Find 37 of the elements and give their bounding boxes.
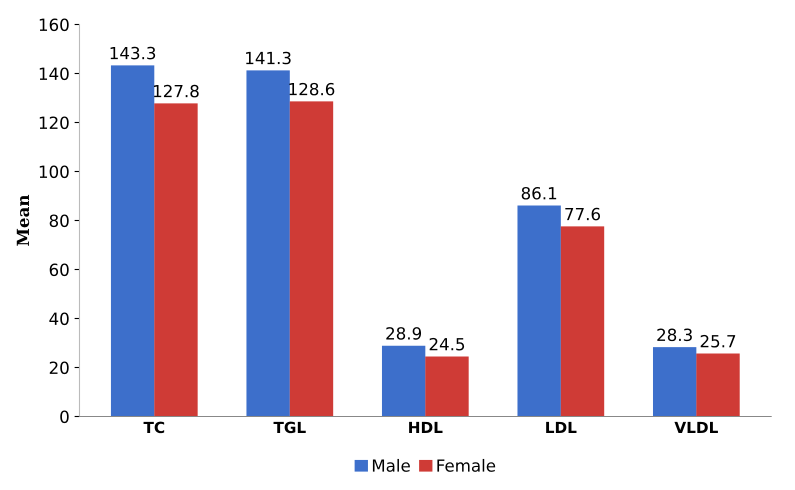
bar [652, 347, 696, 416]
legend-label: Male [372, 458, 410, 472]
x-tick-label: TGL [274, 422, 306, 434]
bar [696, 354, 740, 416]
x-tick-label: TC [144, 422, 164, 434]
y-tick-label: 40 [49, 312, 69, 326]
data-label: 28.9 [386, 327, 422, 340]
bar [560, 226, 604, 416]
y-tick-label: 140 [40, 67, 69, 80]
bar [382, 346, 426, 416]
bar [290, 101, 334, 416]
y-tick-label: 60 [50, 263, 69, 276]
bar [517, 206, 561, 416]
data-label: 143.3 [110, 46, 156, 60]
bar [425, 356, 469, 416]
y-tick-label: 20 [50, 361, 69, 374]
data-label: 28.3 [657, 328, 692, 342]
y-tick-label: 100 [40, 165, 69, 178]
y-tick-label: 0 [60, 410, 69, 424]
data-label: 77.6 [565, 208, 600, 220]
data-label: 141.3 [246, 52, 291, 64]
bar [110, 65, 154, 416]
x-tick-label: LDL [546, 422, 576, 433]
y-axis-title: Mean [16, 194, 30, 246]
y-tick-label: 160 [40, 18, 69, 32]
x-tick-label: VLDL [674, 422, 718, 433]
data-label: 127.8 [154, 84, 199, 98]
bar [246, 70, 290, 416]
data-label: 24.5 [430, 338, 464, 350]
data-label: 86.1 [522, 186, 556, 200]
data-label: 25.7 [700, 334, 736, 348]
y-tick-label: 80 [50, 214, 69, 228]
data-label: 128.6 [289, 82, 334, 96]
legend-label: Female [437, 458, 496, 472]
bar [154, 103, 198, 416]
x-tick-label: HDL [409, 422, 443, 433]
y-tick-label: 120 [40, 116, 69, 130]
